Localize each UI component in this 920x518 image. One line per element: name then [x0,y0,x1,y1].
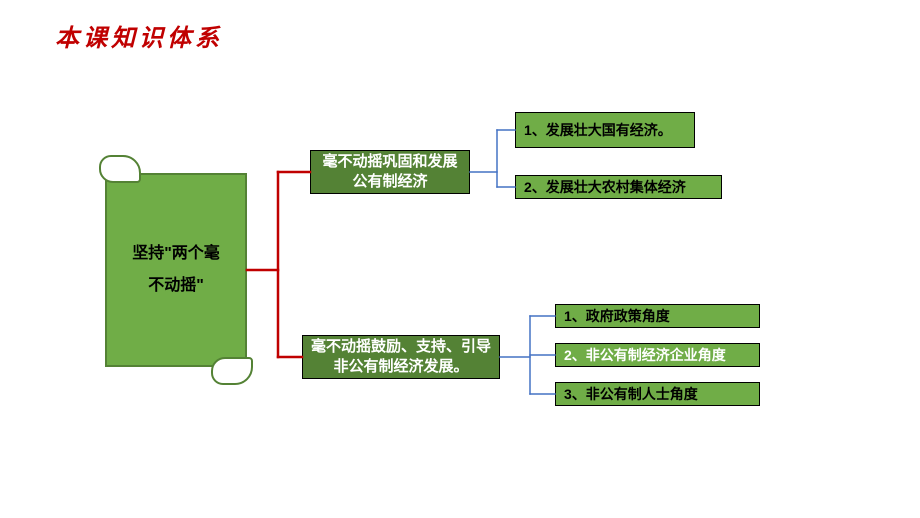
root-scroll: 坚持"两个毫 不动摇" [105,155,247,385]
leaf-bottom-3: 3、非公有制人士角度 [555,382,760,406]
root-box: 坚持"两个毫 不动摇" [105,173,247,367]
leaf-top-1: 1、发展壮大国有经济。 [515,112,695,148]
leaf-bottom-2: 2、非公有制经济企业角度 [555,343,760,367]
leaf-bottom-1: 1、政府政策角度 [555,304,760,328]
scroll-curl-top-icon [99,155,141,183]
branch-bottom: 毫不动摇鼓励、支持、引导非公有制经济发展。 [302,335,500,379]
scroll-curl-bottom-icon [211,357,253,385]
page-title: 本课知识体系 [55,18,223,53]
leaf-top-2: 2、发展壮大农村集体经济 [515,175,722,199]
branch-top: 毫不动摇巩固和发展公有制经济 [310,150,470,194]
